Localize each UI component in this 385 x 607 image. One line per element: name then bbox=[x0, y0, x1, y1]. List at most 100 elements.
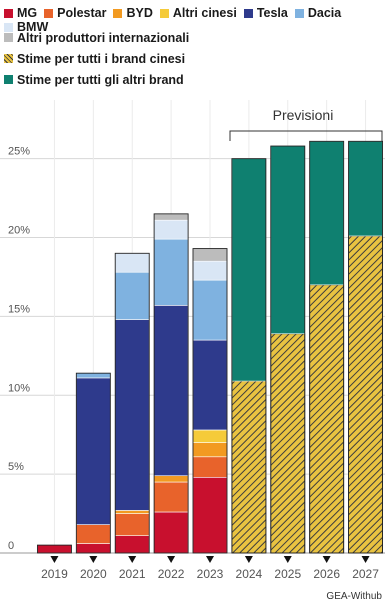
forecast-annotation: Previsioni bbox=[229, 107, 383, 141]
bar-segment bbox=[192, 442, 228, 458]
source-credit: GEA-Withub bbox=[326, 591, 382, 602]
legend-label: MG bbox=[17, 6, 38, 20]
bar-segment bbox=[153, 511, 189, 554]
forecast-label: Previsioni bbox=[273, 107, 334, 123]
legend-swatch bbox=[159, 8, 169, 18]
legend-item: BMW bbox=[4, 20, 48, 34]
x-tick-label: 2022 bbox=[158, 567, 185, 581]
bar-segment bbox=[114, 510, 150, 514]
legend-item: BYD bbox=[113, 6, 153, 20]
bar-segment bbox=[114, 271, 150, 320]
bar-segment bbox=[76, 543, 111, 554]
bar-segment bbox=[231, 158, 267, 382]
legend-swatch bbox=[4, 8, 13, 18]
legend-swatch bbox=[4, 33, 13, 42]
x-tick-marker bbox=[89, 556, 98, 563]
legend-swatch bbox=[294, 8, 304, 18]
x-tick-marker bbox=[244, 556, 253, 563]
legend-row: MG Polestar BYD Altri cinesi Tesla Dacia BMW bbox=[4, 6, 382, 34]
bar-outline bbox=[153, 213, 189, 554]
bar-segment bbox=[192, 456, 228, 478]
bar-segment bbox=[192, 248, 228, 262]
bar-segment bbox=[114, 319, 150, 511]
bar-segment bbox=[76, 377, 111, 525]
legend-row: Altri produttori internazionali bbox=[4, 27, 382, 48]
x-tick-label: 2019 bbox=[41, 567, 68, 581]
x-tick-label: 2027 bbox=[352, 567, 379, 581]
legend-item: Stime per tutti i brand cinesi bbox=[4, 52, 185, 66]
legend-label: Altri cinesi bbox=[172, 6, 237, 20]
bar-segment bbox=[76, 524, 111, 544]
bar-outline bbox=[348, 140, 384, 554]
y-tick-label: 15% bbox=[8, 303, 30, 315]
bar-outline bbox=[36, 544, 72, 554]
bar-segment bbox=[153, 219, 189, 240]
bar-segment bbox=[153, 305, 189, 477]
x-tick-marker bbox=[128, 556, 137, 563]
legend-swatch bbox=[44, 8, 54, 18]
bar-segment bbox=[114, 253, 150, 273]
legend-item: MG bbox=[4, 6, 37, 20]
x-tick-marker bbox=[50, 556, 59, 563]
legend-item: Dacia bbox=[294, 6, 342, 20]
bar-segment bbox=[192, 339, 228, 431]
bar-outline bbox=[270, 145, 306, 554]
bar-segment bbox=[76, 372, 111, 379]
legend-item: Altri produttori internazionali bbox=[4, 31, 189, 45]
bar-segment bbox=[153, 213, 189, 221]
legend-item: Tesla bbox=[243, 6, 288, 20]
bar-segment bbox=[192, 476, 228, 554]
bar-segment bbox=[192, 429, 228, 443]
bars bbox=[36, 140, 384, 554]
bar-segment bbox=[270, 333, 306, 554]
bar-segment bbox=[309, 284, 345, 554]
legend-label: Altri produttori internazionali bbox=[17, 30, 190, 45]
legend-label: Dacia bbox=[307, 6, 342, 20]
y-tick-label: 5% bbox=[8, 461, 24, 473]
bar-segment bbox=[153, 481, 189, 513]
x-tick-marker bbox=[322, 556, 331, 563]
bar-segment bbox=[37, 544, 72, 554]
x-tick-marker bbox=[283, 556, 292, 563]
y-tick-label: 0 bbox=[8, 540, 14, 552]
legend-item: Polestar bbox=[44, 6, 106, 20]
x-tick-label: 2026 bbox=[313, 567, 340, 581]
x-tick-label: 2024 bbox=[236, 567, 263, 581]
y-tick-label: 10% bbox=[8, 382, 30, 394]
legend-label: Polestar bbox=[57, 6, 107, 20]
x-tick-label: 2023 bbox=[197, 567, 224, 581]
legend-swatch bbox=[4, 22, 13, 32]
legend-label: BMW bbox=[17, 20, 49, 34]
bar-segment bbox=[114, 535, 150, 554]
bar-outline bbox=[75, 372, 111, 554]
legend-item: Stime per tutti gli altri brand bbox=[4, 73, 184, 87]
bar-segment bbox=[231, 380, 267, 554]
axis-ticks: 0 5% 10% 15% 20% 25% 2019 2020 2021 2022 2023 2024 2… bbox=[8, 146, 379, 581]
x-tick-marker bbox=[361, 556, 370, 563]
legend-swatch bbox=[4, 54, 13, 63]
bar-outline bbox=[192, 248, 228, 554]
bar-segment bbox=[348, 141, 383, 237]
legend-swatch bbox=[243, 8, 253, 18]
bar-outline bbox=[309, 140, 345, 554]
x-tick-label: 2021 bbox=[119, 567, 146, 581]
legend-swatch bbox=[4, 75, 13, 84]
legend-label: BYD bbox=[126, 6, 153, 20]
legend-swatch bbox=[113, 8, 123, 18]
bar-segment bbox=[192, 279, 228, 341]
legend-label: Tesla bbox=[256, 6, 288, 20]
y-tick-label: 20% bbox=[8, 225, 30, 237]
bar-segment bbox=[114, 513, 150, 536]
bar-segment bbox=[153, 475, 189, 483]
x-tick-label: 2025 bbox=[274, 567, 301, 581]
legend: MG Polestar BYD Altri cinesi Tesla Dacia BMW Al… bbox=[4, 6, 382, 90]
bar-segment bbox=[192, 260, 228, 281]
bar-segment bbox=[153, 238, 189, 306]
x-tick-marker bbox=[167, 556, 176, 563]
bar-segment bbox=[309, 141, 344, 286]
legend-row: Stime per tutti i brand cinesi bbox=[4, 48, 382, 69]
bar-segment bbox=[348, 235, 383, 554]
forecast-bracket bbox=[229, 130, 383, 141]
legend-row: Stime per tutti gli altri brand bbox=[4, 69, 382, 90]
